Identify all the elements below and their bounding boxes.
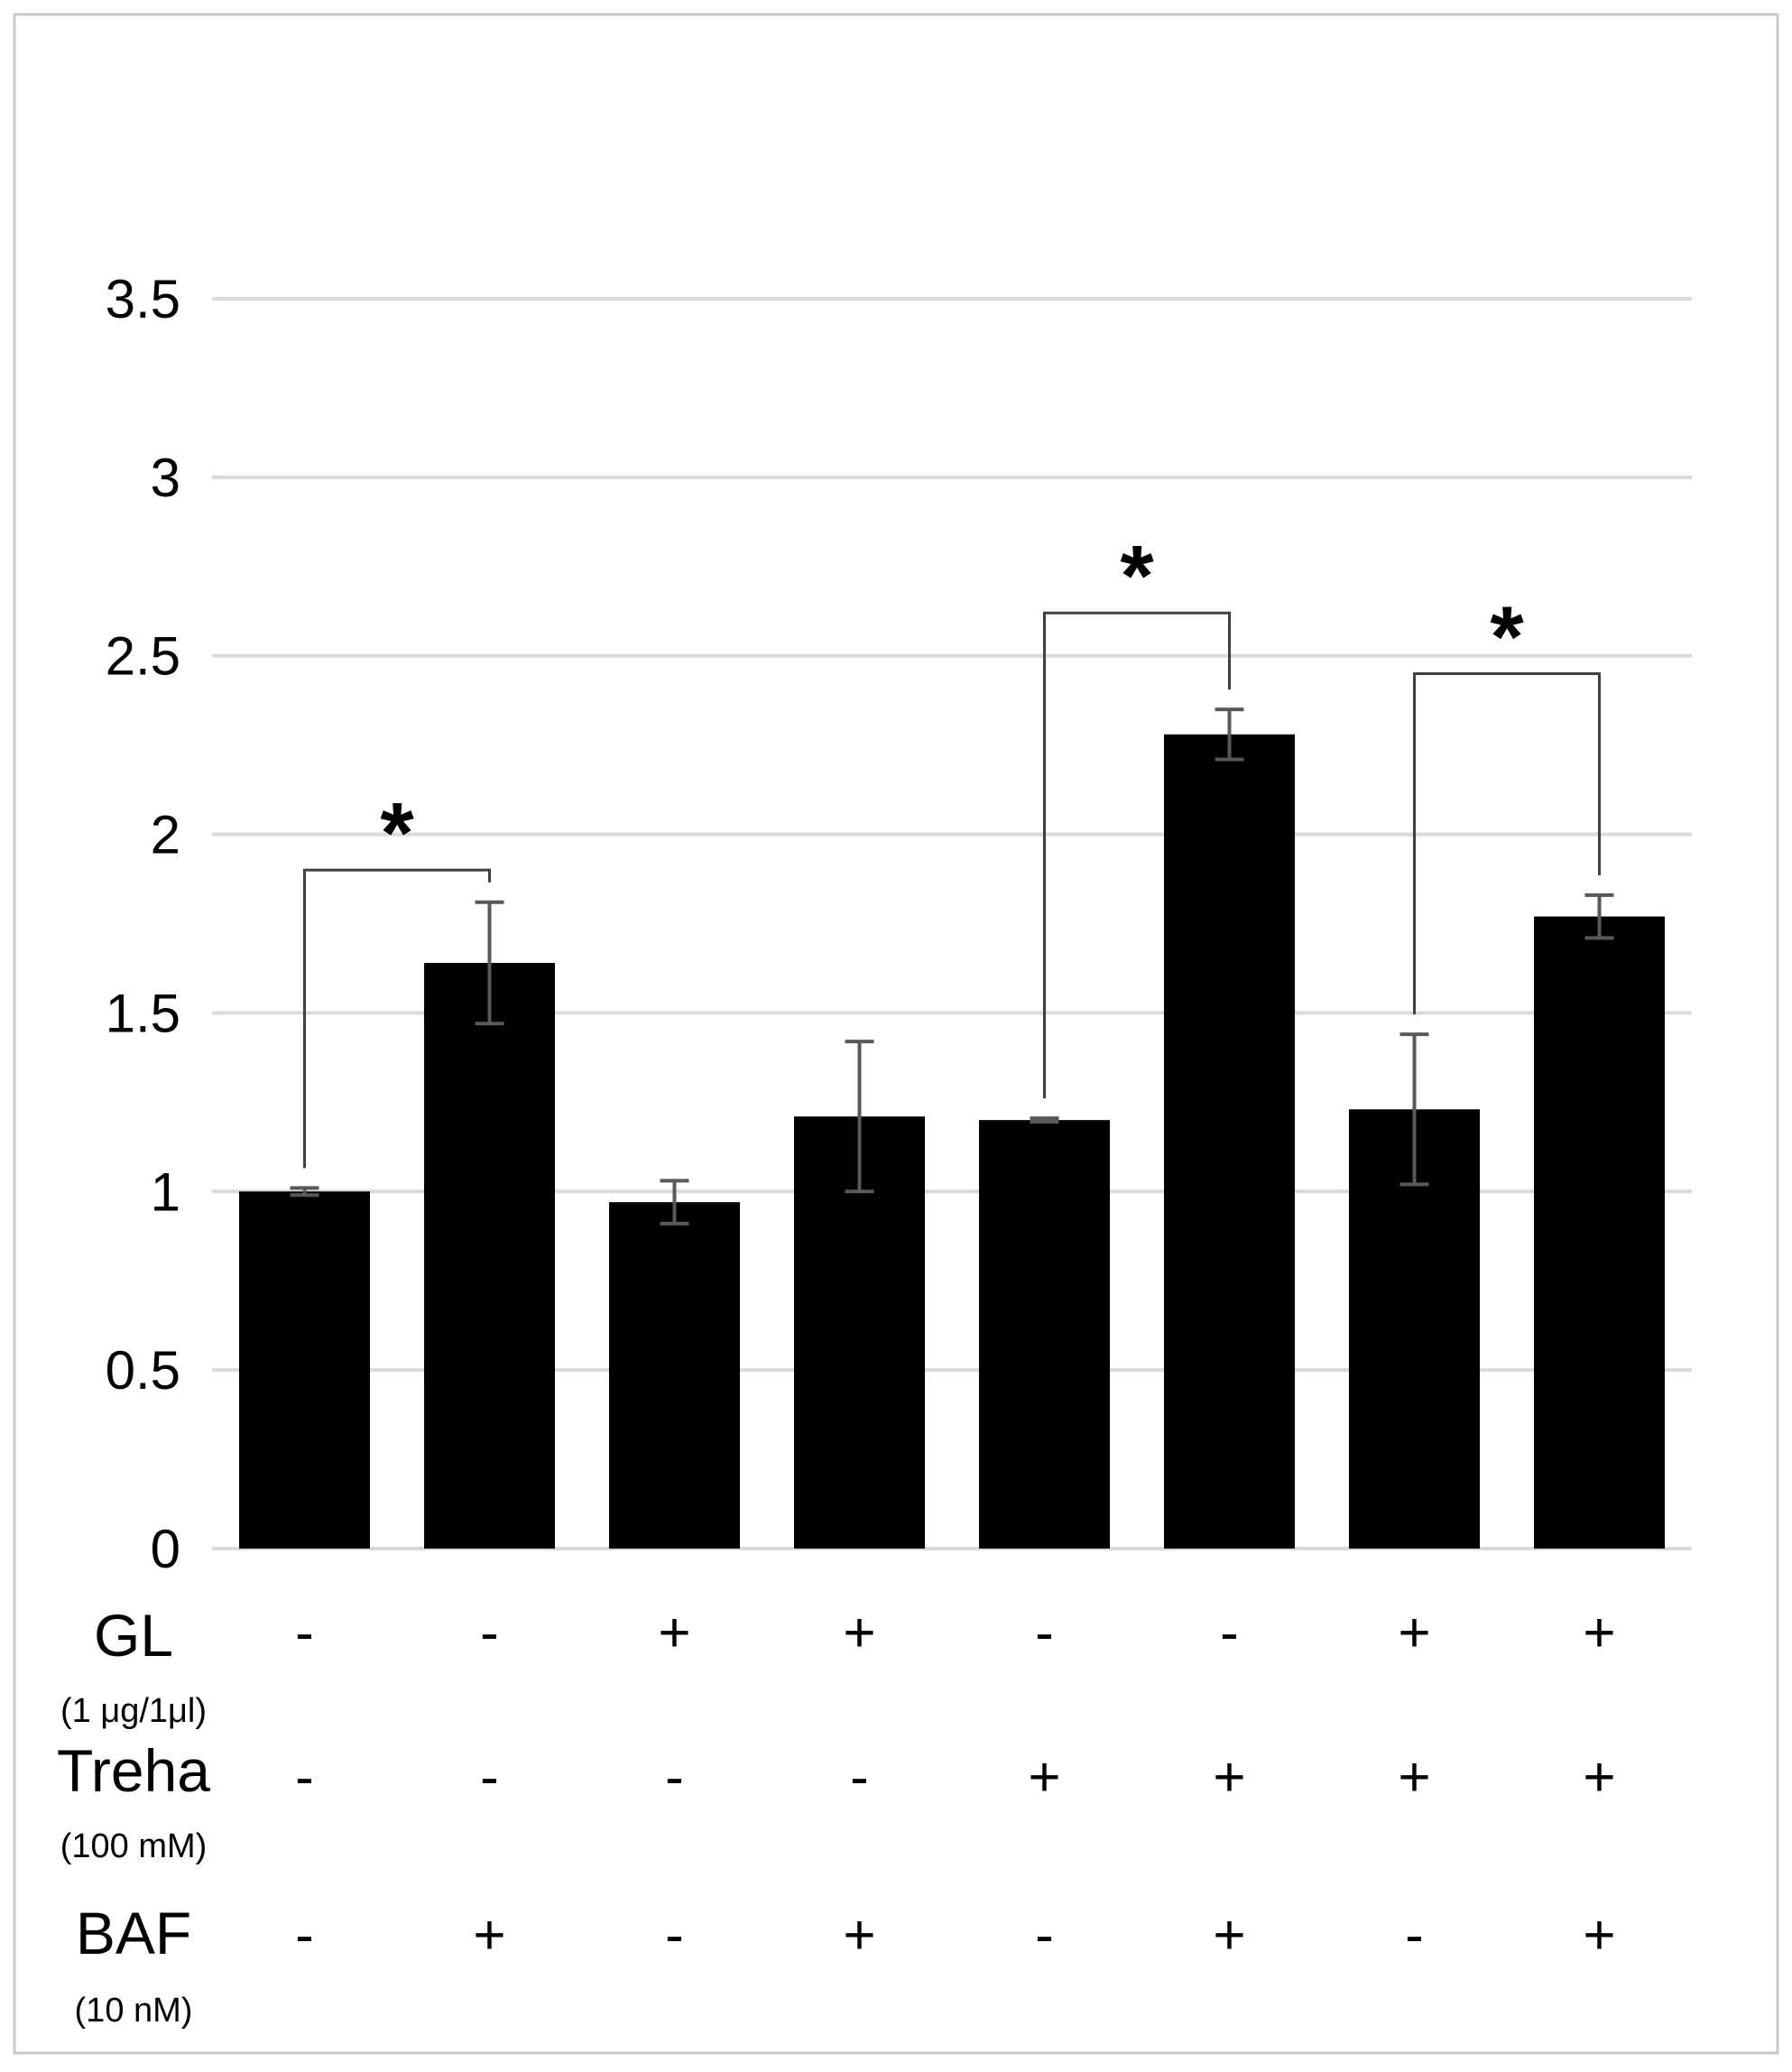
- y-tick-label: 0: [151, 1519, 180, 1579]
- bracket-line: [303, 868, 491, 1169]
- bar-2: [424, 963, 555, 1549]
- condition-sign: +: [1028, 1746, 1060, 1808]
- condition-sign: +: [1398, 1746, 1430, 1808]
- error-bar-2: [475, 900, 504, 1026]
- condition-sign: -: [665, 1904, 684, 1966]
- condition-sign: +: [843, 1602, 875, 1664]
- condition-unit: (10 nM): [75, 1992, 193, 2030]
- y-tick-label: 2.5: [106, 626, 180, 687]
- condition-sign: -: [295, 1746, 314, 1808]
- condition-row-gl: GL (1 μg/1μl) - - + + - - + +: [60, 1602, 1616, 1730]
- condition-name: BAF: [76, 1900, 191, 1966]
- error-bar-3: [660, 1179, 689, 1226]
- condition-sign: +: [1583, 1746, 1615, 1808]
- condition-sign: -: [1035, 1602, 1054, 1664]
- condition-sign: +: [1583, 1904, 1615, 1966]
- error-bars: [290, 708, 1614, 1226]
- significance-brackets: * * *: [303, 528, 1601, 1169]
- condition-sign: +: [1583, 1602, 1615, 1664]
- error-bar-4: [845, 1040, 874, 1194]
- condition-row-treha: Treha (100 mM) - - - - + + + +: [57, 1737, 1616, 1865]
- condition-name: GL: [94, 1602, 173, 1669]
- condition-sign: -: [295, 1602, 314, 1664]
- y-tick-label: 3.5: [106, 269, 180, 329]
- condition-sign: +: [843, 1904, 875, 1966]
- bar-8: [1534, 916, 1665, 1549]
- condition-unit: (100 mM): [60, 1827, 208, 1865]
- condition-name: Treha: [57, 1737, 210, 1804]
- y-axis-tick-labels: 0 0.5 1 1.5 2 2.5 3 3.5: [106, 269, 180, 1579]
- bar-3: [609, 1202, 740, 1549]
- condition-sign: -: [295, 1904, 314, 1966]
- significance-bracket-2: *: [1043, 528, 1231, 1099]
- error-bar-5: [1030, 1116, 1059, 1124]
- bar-5: [979, 1120, 1110, 1549]
- significance-bracket-1: *: [303, 785, 491, 1169]
- error-bar-6: [1215, 708, 1244, 762]
- condition-sign: -: [1035, 1904, 1054, 1966]
- bar-6: [1164, 734, 1295, 1549]
- condition-sign: +: [473, 1904, 505, 1966]
- y-tick-label: 0.5: [106, 1340, 180, 1401]
- condition-sign: +: [658, 1602, 690, 1664]
- condition-sign: +: [1398, 1602, 1430, 1664]
- condition-sign: -: [850, 1746, 869, 1808]
- bars: [239, 734, 1665, 1549]
- condition-sign: -: [1220, 1602, 1239, 1664]
- significance-bracket-3: *: [1413, 589, 1601, 1015]
- error-bar-7: [1399, 1032, 1429, 1187]
- significance-asterisk: *: [380, 785, 414, 882]
- significance-asterisk: *: [1490, 589, 1524, 686]
- y-tick-label: 3: [151, 448, 180, 508]
- y-tick-label: 1.5: [106, 983, 180, 1043]
- bracket-line: [1043, 611, 1231, 1099]
- error-bar-1: [290, 1186, 319, 1198]
- condition-row-baf: BAF (10 nM) - + - + - + - +: [75, 1900, 1616, 2030]
- condition-sign: -: [1405, 1904, 1424, 1966]
- error-bar-8: [1584, 893, 1614, 940]
- bar-1: [239, 1191, 370, 1549]
- significance-asterisk: *: [1120, 528, 1154, 624]
- condition-sign: -: [480, 1746, 499, 1808]
- condition-sign: +: [1213, 1904, 1245, 1966]
- bracket-line: [1413, 672, 1601, 1015]
- condition-unit: (1 μg/1μl): [60, 1692, 207, 1730]
- condition-table: GL (1 μg/1μl) - - + + - - + + Treha (100 mM) - - - - + + +…: [57, 1602, 1616, 2030]
- condition-sign: +: [1213, 1746, 1245, 1808]
- figure-frame: [13, 13, 1779, 2055]
- y-tick-label: 1: [151, 1161, 180, 1222]
- condition-sign: -: [480, 1602, 499, 1664]
- y-tick-label: 2: [151, 805, 180, 865]
- condition-sign: -: [665, 1746, 684, 1808]
